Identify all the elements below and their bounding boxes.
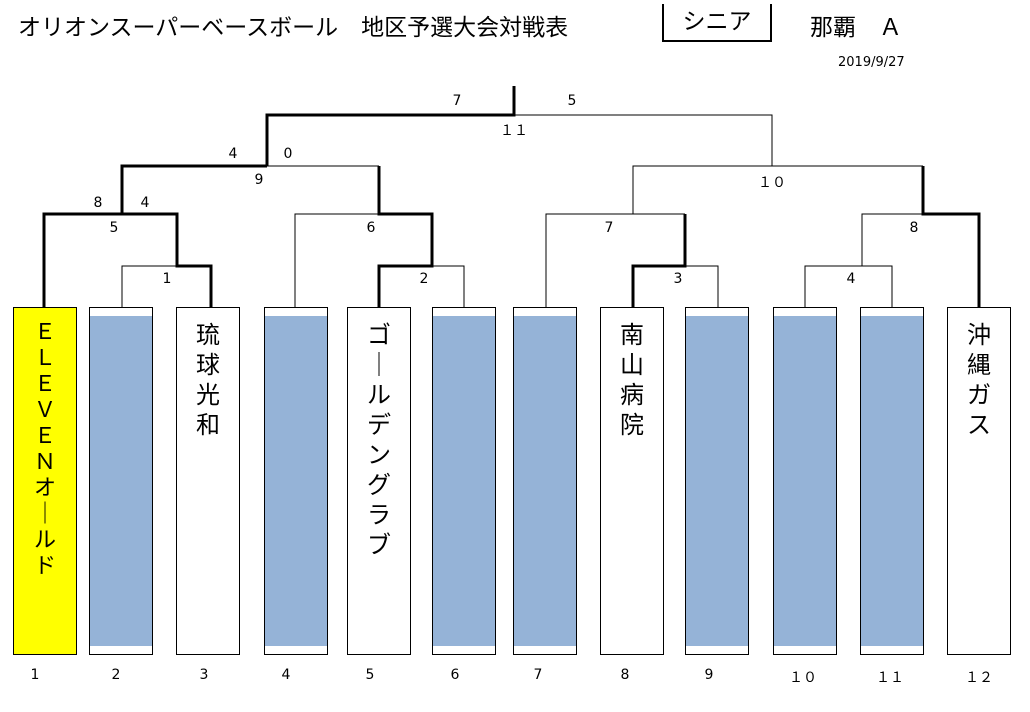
team-slot-8: 南山病院 — [600, 307, 664, 655]
slot-number-4: 4 — [281, 667, 291, 683]
team-slot-6 — [432, 307, 496, 655]
slot-number-1: 1 — [30, 667, 40, 683]
team-name-char: 琉 — [196, 321, 220, 349]
match-score-5-right: 4 — [140, 195, 150, 211]
match-score-5-left: 8 — [93, 195, 103, 211]
team-name: 沖縄ガス — [948, 320, 1010, 648]
team-name: 琉球光和 — [177, 320, 239, 648]
match-label-2: 2 — [419, 271, 429, 287]
bracket-thin-lines — [121, 114, 923, 307]
team-name-char: 院 — [620, 411, 644, 439]
team-name: ゴ｜ルデングラブ — [348, 320, 410, 648]
team-name-char: オ — [33, 476, 56, 501]
team-name-char: Ｅ — [33, 372, 56, 397]
match-score-11-left: 7 — [452, 93, 462, 109]
match-label-6: 6 — [366, 220, 376, 236]
team-name-char: 病 — [620, 381, 644, 409]
match-label-11: １１ — [500, 123, 528, 139]
slot-number-3: 3 — [199, 667, 209, 683]
region-label: 那覇 Ａ — [810, 15, 902, 41]
team-name-char: 南 — [620, 321, 644, 349]
team-name-char: 和 — [196, 411, 220, 439]
match-label-1: 1 — [162, 271, 172, 287]
slot-number-12: １２ — [965, 670, 993, 686]
team-slot-10 — [773, 307, 837, 655]
team-slot-7 — [513, 307, 577, 655]
match-label-5: 5 — [109, 220, 119, 236]
team-name-char: ｜ — [367, 351, 391, 379]
match-label-10: １０ — [758, 175, 786, 191]
team-slot-3: 琉球光和 — [176, 307, 240, 655]
team-name-char: 球 — [196, 351, 220, 379]
team-slot-12: 沖縄ガス — [947, 307, 1011, 655]
team-name: 南山病院 — [601, 320, 663, 648]
slot-number-2: 2 — [111, 667, 121, 683]
team-slot-9 — [685, 307, 749, 655]
date-label: 2019/9/27 — [838, 55, 905, 70]
team-name-char: 沖 — [967, 321, 991, 349]
slot-number-5: 5 — [365, 667, 375, 683]
slot-number-11: １１ — [876, 670, 904, 686]
match-label-7: 7 — [604, 220, 614, 236]
bracket-winner-lines — [42, 86, 981, 307]
team-slot-5: ゴ｜ルデングラブ — [347, 307, 411, 655]
slot-number-7: 7 — [533, 667, 543, 683]
team-slot-1: Ｅ Ｌ Ｅ Ｖ Ｅ Ｎ オ｜ルド — [13, 307, 77, 655]
team-name-char: Ｌ — [33, 346, 56, 371]
team-name-char: ド — [33, 554, 56, 579]
slot-number-9: 9 — [704, 667, 714, 683]
team-name-char: ガ — [967, 381, 991, 409]
team-name-char: ブ — [367, 531, 391, 559]
slot-number-10: １０ — [789, 670, 817, 686]
team-name-char: ス — [967, 411, 991, 439]
team-name-char: ラ — [367, 501, 391, 529]
team-name-char: Ｅ — [33, 320, 56, 345]
match-label-9: 9 — [254, 172, 264, 188]
match-label-4: 4 — [846, 271, 856, 287]
team-name-char: デ — [367, 411, 391, 439]
team-name-char: Ｎ — [33, 450, 56, 475]
team-slot-2 — [89, 307, 153, 655]
team-name-char: 縄 — [967, 351, 991, 379]
team-name: Ｅ Ｌ Ｅ Ｖ Ｅ Ｎ オ｜ルド — [14, 320, 76, 648]
team-name-char: ゴ — [367, 321, 391, 349]
team-name-char: ル — [33, 528, 56, 553]
match-label-3: 3 — [673, 271, 683, 287]
match-score-9-right: 0 — [283, 146, 293, 162]
team-slot-4 — [264, 307, 328, 655]
page-title: オリオンスーパーベースボール 地区予選大会対戦表 — [18, 15, 569, 41]
team-slot-11 — [860, 307, 924, 655]
match-score-11-right: 5 — [567, 93, 577, 109]
team-name-char: 光 — [196, 381, 220, 409]
division-label: シニア — [662, 4, 772, 42]
team-name-char: ル — [367, 381, 391, 409]
team-name-char: 山 — [620, 351, 644, 379]
team-name-char: ｜ — [33, 502, 56, 527]
slot-number-6: 6 — [450, 667, 460, 683]
team-name-char: Ｅ — [33, 424, 56, 449]
team-name-char: グ — [367, 471, 391, 499]
team-name-char: Ｖ — [33, 398, 56, 423]
slot-number-8: 8 — [620, 667, 630, 683]
match-label-8: 8 — [909, 220, 919, 236]
match-score-9-left: 4 — [228, 146, 238, 162]
team-name-char: ン — [367, 441, 391, 469]
